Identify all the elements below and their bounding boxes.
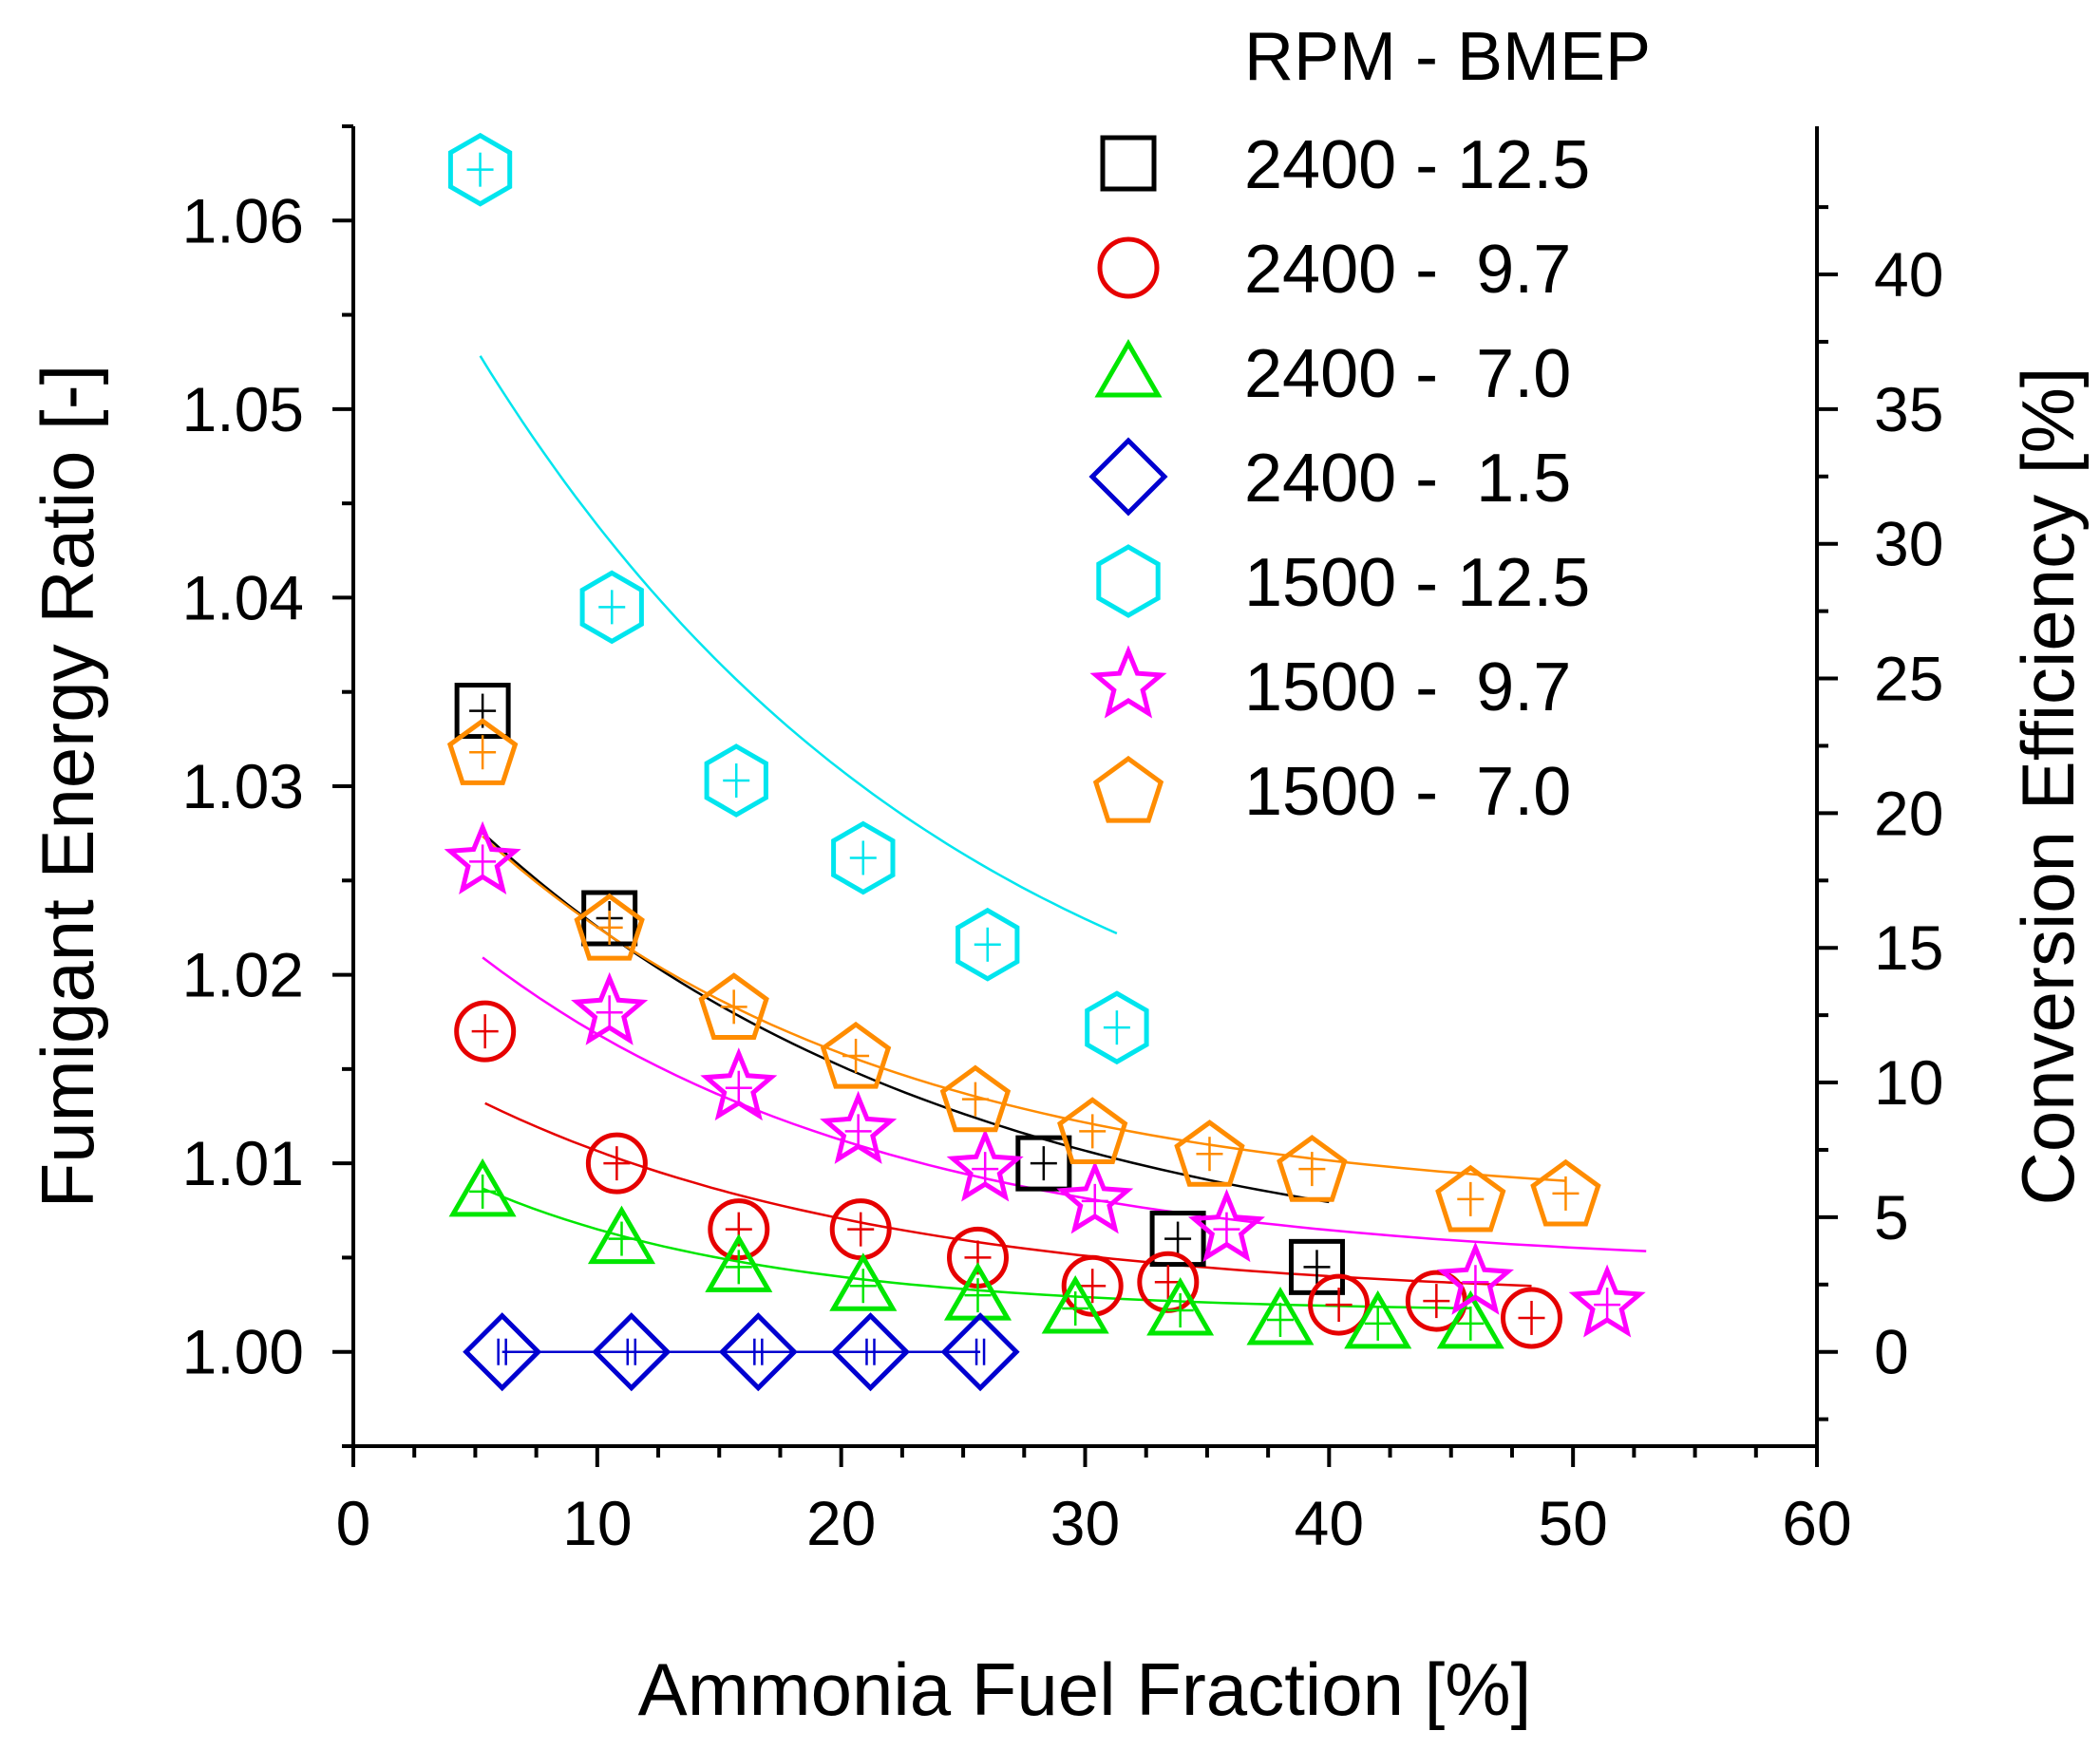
x-tick-label: 10 xyxy=(562,1488,632,1558)
y2-tick-label: 15 xyxy=(1874,913,1943,983)
y2-tick-label: 5 xyxy=(1874,1182,1909,1252)
data-point-triangle xyxy=(829,1252,898,1311)
series-7 xyxy=(446,718,1601,1233)
x-tick-label: 0 xyxy=(336,1488,371,1558)
data-point-pentagon xyxy=(1435,1164,1506,1233)
series-2 xyxy=(454,1000,1563,1349)
legend-marker-star xyxy=(1089,645,1167,719)
data-point-triangle xyxy=(1436,1289,1504,1349)
x-tick-label: 40 xyxy=(1295,1488,1364,1558)
y-tick-label: 1.01 xyxy=(182,1128,304,1198)
data-point-triangle xyxy=(1146,1276,1215,1336)
y2-tick-label: 25 xyxy=(1874,644,1943,714)
legend-entry-label: 2400 - 12.5 xyxy=(1244,127,1590,203)
x-tick-label: 50 xyxy=(1538,1488,1607,1558)
data-point-diamond xyxy=(592,1312,672,1392)
series-4 xyxy=(463,1312,1020,1392)
x-tick-label: 30 xyxy=(1050,1488,1120,1558)
legend-entry-label: 1500 - 7.0 xyxy=(1244,754,1571,830)
data-point-circle xyxy=(1308,1273,1371,1336)
fit-line-2 xyxy=(484,1101,1532,1288)
x-axis-ticks: 0 10 20 30 40 50 60 xyxy=(336,1446,1852,1558)
y2-axis-ticks: 0 5 10 15 20 25 30 35 40 xyxy=(1817,205,1943,1421)
data-point-pentagon xyxy=(1057,1097,1128,1164)
data-point-circle xyxy=(454,1000,517,1063)
data-point-hexagon xyxy=(955,907,1020,982)
data-point-diamond xyxy=(830,1312,911,1392)
legend-marker-square xyxy=(1100,135,1157,192)
data-point-pentagon xyxy=(1174,1120,1245,1187)
legend-title: RPM - BMEP xyxy=(1244,19,1651,95)
data-point-circle xyxy=(585,1132,648,1195)
data-point-pentagon xyxy=(698,972,769,1040)
data-point-square xyxy=(1149,1211,1206,1268)
fit-lines xyxy=(479,355,1647,1353)
data-point-triangle xyxy=(1344,1289,1412,1349)
y-tick-label: 1.06 xyxy=(182,185,304,255)
y-axis-ticks: 1.00 1.01 1.02 1.03 1.04 1.05 1.06 xyxy=(182,124,353,1448)
data-point-hexagon xyxy=(831,820,896,895)
y-tick-label: 1.03 xyxy=(182,751,304,821)
x-tick-label: 60 xyxy=(1782,1488,1851,1558)
legend-entry-label: 2400 - 9.7 xyxy=(1244,232,1571,308)
data-point-circle xyxy=(1501,1287,1563,1349)
data-point-hexagon xyxy=(579,570,644,645)
y2-axis-title: Conversion Efficiency [%] xyxy=(2006,367,2090,1206)
series-1 xyxy=(454,683,1345,1295)
data-point-triangle xyxy=(587,1205,656,1265)
data-point-pentagon xyxy=(939,1064,1012,1133)
y-axis-title: Fumigant Energy Ratio [-] xyxy=(26,365,109,1209)
data-point-hexagon xyxy=(704,743,768,818)
data-point-triangle xyxy=(705,1233,773,1292)
y-tick-label: 1.02 xyxy=(182,940,304,1010)
legend-marker-hexagon xyxy=(1096,544,1161,618)
data-point-diamond xyxy=(940,1312,1020,1392)
y2-tick-label: 0 xyxy=(1874,1317,1909,1387)
legend-entry-label: 1500 - 12.5 xyxy=(1244,545,1590,621)
data-point-triangle xyxy=(1041,1275,1109,1334)
data-point-square xyxy=(1015,1135,1072,1192)
data-point-square xyxy=(1288,1238,1345,1295)
data-point-circle xyxy=(1061,1254,1124,1317)
fit-line-7 xyxy=(482,835,1566,1182)
legend-marker-circle xyxy=(1097,236,1160,299)
legend-marker-pentagon xyxy=(1092,755,1164,823)
y2-tick-label: 30 xyxy=(1874,509,1943,579)
x-tick-label: 20 xyxy=(806,1488,876,1558)
data-point-pentagon xyxy=(820,1021,892,1089)
data-point-hexagon xyxy=(447,132,513,207)
series-5 xyxy=(447,132,1149,1065)
legend-marker-diamond xyxy=(1088,437,1168,517)
y2-tick-label: 40 xyxy=(1874,239,1943,310)
data-point-triangle xyxy=(1246,1286,1315,1345)
y-tick-label: 1.05 xyxy=(182,374,304,444)
y-tick-label: 1.00 xyxy=(182,1317,304,1387)
legend-entry-label: 2400 - 1.5 xyxy=(1244,441,1571,517)
data-point-pentagon xyxy=(1277,1135,1348,1202)
legend-entry-label: 2400 - 7.0 xyxy=(1244,336,1571,412)
data-point-pentagon xyxy=(1530,1158,1601,1227)
data-point-triangle xyxy=(448,1157,517,1217)
y2-tick-label: 10 xyxy=(1874,1047,1943,1118)
fit-line-3 xyxy=(482,1187,1471,1310)
y2-tick-label: 20 xyxy=(1874,778,1943,848)
data-point-diamond xyxy=(718,1312,798,1392)
series-6 xyxy=(444,820,1646,1338)
data-markers xyxy=(444,132,1646,1392)
legend: RPM - BMEP 2400 - 12.5 2400 - 9.7 2400 - 7… xyxy=(1088,19,1651,830)
fit-line-5 xyxy=(479,355,1118,935)
data-point-diamond xyxy=(463,1312,542,1392)
legend-entry-label: 1500 - 9.7 xyxy=(1244,649,1571,725)
legend-marker-triangle xyxy=(1094,339,1163,398)
data-point-pentagon xyxy=(446,718,519,785)
data-point-pentagon xyxy=(574,893,645,961)
data-point-hexagon xyxy=(1085,990,1149,1065)
x-axis-title: Ammonia Fuel Fraction [%] xyxy=(638,1647,1532,1731)
y-tick-label: 1.04 xyxy=(182,562,304,632)
y2-tick-label: 35 xyxy=(1874,374,1943,444)
